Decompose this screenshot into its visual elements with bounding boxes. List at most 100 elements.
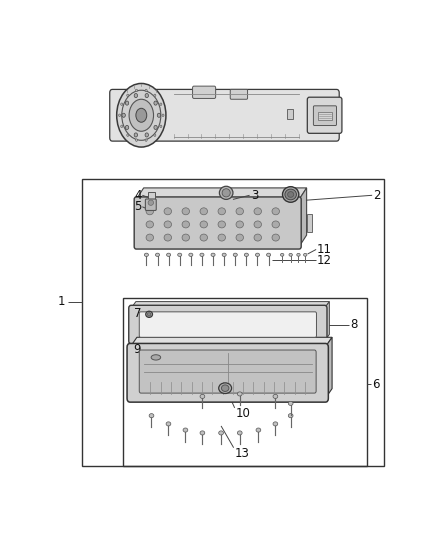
Bar: [318, 112, 332, 120]
Ellipse shape: [272, 234, 279, 241]
Ellipse shape: [237, 431, 242, 435]
Ellipse shape: [125, 101, 129, 105]
Ellipse shape: [145, 139, 147, 141]
Ellipse shape: [219, 431, 223, 435]
Ellipse shape: [145, 93, 148, 98]
Ellipse shape: [222, 189, 230, 197]
Ellipse shape: [160, 103, 162, 106]
Ellipse shape: [145, 133, 148, 137]
FancyBboxPatch shape: [307, 97, 342, 133]
Ellipse shape: [219, 383, 232, 393]
FancyBboxPatch shape: [314, 106, 336, 126]
Ellipse shape: [233, 253, 237, 256]
Ellipse shape: [129, 99, 154, 131]
Polygon shape: [131, 302, 329, 308]
Ellipse shape: [200, 234, 208, 241]
Text: 5: 5: [134, 200, 142, 213]
Ellipse shape: [162, 114, 164, 117]
Ellipse shape: [272, 221, 279, 228]
Ellipse shape: [121, 125, 123, 127]
Text: 9: 9: [134, 343, 141, 356]
Ellipse shape: [121, 103, 123, 106]
FancyBboxPatch shape: [139, 350, 316, 393]
Ellipse shape: [136, 108, 147, 122]
FancyBboxPatch shape: [139, 312, 317, 337]
Bar: [148, 192, 155, 199]
FancyBboxPatch shape: [127, 343, 328, 402]
Ellipse shape: [155, 253, 159, 256]
Ellipse shape: [182, 208, 190, 215]
Ellipse shape: [182, 234, 190, 241]
Ellipse shape: [297, 253, 300, 256]
Ellipse shape: [146, 311, 152, 317]
Ellipse shape: [151, 355, 161, 360]
Text: 7: 7: [134, 306, 141, 320]
FancyBboxPatch shape: [145, 199, 156, 211]
Ellipse shape: [283, 187, 299, 202]
Ellipse shape: [122, 113, 125, 117]
Ellipse shape: [289, 253, 292, 256]
Ellipse shape: [288, 414, 293, 418]
Ellipse shape: [288, 401, 293, 406]
Ellipse shape: [145, 89, 147, 92]
Bar: [307, 214, 312, 232]
Ellipse shape: [134, 93, 138, 98]
Ellipse shape: [244, 253, 248, 256]
Ellipse shape: [148, 313, 151, 316]
Text: 12: 12: [317, 254, 332, 266]
FancyBboxPatch shape: [110, 90, 339, 141]
Polygon shape: [130, 337, 332, 347]
Ellipse shape: [119, 114, 120, 117]
Ellipse shape: [189, 253, 193, 256]
Ellipse shape: [218, 234, 226, 241]
Ellipse shape: [222, 385, 229, 391]
Ellipse shape: [127, 94, 129, 96]
Ellipse shape: [273, 422, 278, 426]
Ellipse shape: [218, 221, 226, 228]
Ellipse shape: [135, 89, 138, 92]
Text: 11: 11: [317, 243, 332, 256]
Ellipse shape: [200, 253, 204, 256]
Ellipse shape: [154, 134, 156, 136]
Ellipse shape: [256, 428, 261, 432]
Ellipse shape: [236, 234, 244, 241]
Ellipse shape: [157, 113, 161, 117]
Ellipse shape: [164, 234, 172, 241]
Ellipse shape: [154, 94, 156, 96]
FancyBboxPatch shape: [230, 90, 247, 99]
Text: 8: 8: [350, 318, 357, 331]
Ellipse shape: [164, 221, 172, 228]
Ellipse shape: [166, 422, 171, 426]
FancyBboxPatch shape: [134, 197, 301, 249]
Ellipse shape: [280, 253, 284, 256]
Ellipse shape: [154, 101, 157, 105]
Ellipse shape: [222, 253, 226, 256]
Ellipse shape: [255, 253, 260, 256]
Text: 10: 10: [236, 407, 251, 420]
Ellipse shape: [149, 414, 154, 418]
Bar: [82, 179, 384, 466]
Text: 6: 6: [372, 377, 380, 391]
Ellipse shape: [254, 234, 261, 241]
Ellipse shape: [254, 208, 261, 215]
Ellipse shape: [200, 221, 208, 228]
Ellipse shape: [218, 208, 226, 215]
Ellipse shape: [146, 221, 154, 228]
Ellipse shape: [304, 253, 307, 256]
Ellipse shape: [127, 134, 129, 136]
Ellipse shape: [182, 221, 190, 228]
Ellipse shape: [288, 191, 294, 197]
Ellipse shape: [285, 189, 297, 200]
Text: 13: 13: [235, 447, 250, 461]
Polygon shape: [325, 302, 329, 341]
Polygon shape: [325, 337, 332, 399]
Ellipse shape: [178, 253, 182, 256]
Ellipse shape: [125, 125, 129, 130]
FancyBboxPatch shape: [129, 305, 327, 344]
Polygon shape: [299, 188, 307, 247]
Ellipse shape: [273, 394, 278, 399]
Ellipse shape: [236, 221, 244, 228]
Ellipse shape: [134, 133, 138, 137]
Ellipse shape: [200, 208, 208, 215]
Ellipse shape: [200, 431, 205, 435]
